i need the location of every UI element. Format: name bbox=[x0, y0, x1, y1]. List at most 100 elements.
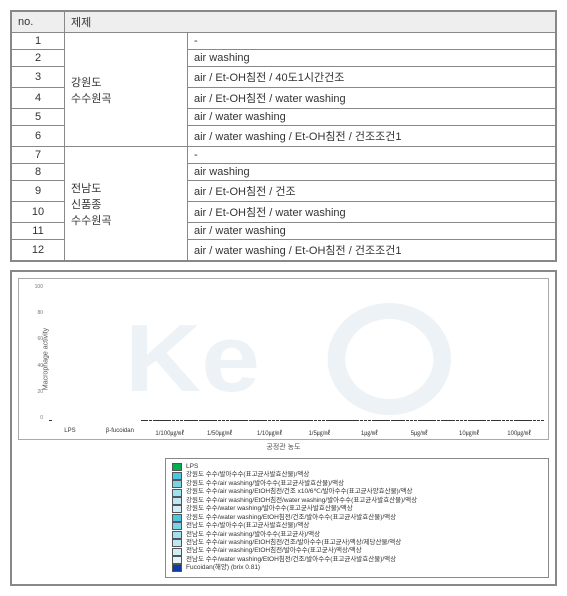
bar bbox=[537, 420, 540, 421]
bar bbox=[168, 420, 171, 421]
legend-text: 강원도 수수/water washing/발아수수(표고균사발효산물)/액상 bbox=[186, 505, 353, 513]
legend-swatch bbox=[172, 480, 182, 488]
bar bbox=[329, 420, 332, 421]
bar bbox=[245, 420, 248, 421]
bar bbox=[541, 420, 544, 421]
legend-text: 강원도 수수/water washing/EtOH침전/건조/발아수수(표고균사… bbox=[186, 514, 396, 522]
bar bbox=[406, 420, 409, 421]
bar bbox=[468, 420, 471, 421]
bar bbox=[344, 420, 347, 421]
bar bbox=[360, 420, 363, 421]
cell-desc: air washing bbox=[188, 164, 557, 181]
bar bbox=[410, 420, 413, 421]
bar bbox=[368, 420, 371, 421]
cell-desc: air / water washing bbox=[188, 109, 557, 126]
bar bbox=[517, 420, 520, 421]
bar bbox=[448, 420, 451, 421]
cell-no: 1 bbox=[11, 33, 65, 50]
cell-no: 8 bbox=[11, 164, 65, 181]
bar bbox=[525, 420, 528, 421]
bar bbox=[276, 420, 279, 421]
cell-no: 2 bbox=[11, 50, 65, 67]
bar bbox=[256, 420, 259, 421]
legend-swatch bbox=[172, 522, 182, 530]
legend-text: 강원도 수수/air washing/EtOH침전/water washing/… bbox=[186, 497, 417, 505]
legend-item: Fucoidan(해양) (brix 0.81) bbox=[172, 564, 542, 572]
x-tick-label: 5㎍/㎖ bbox=[394, 428, 444, 437]
bar-group bbox=[45, 420, 95, 421]
bar-group bbox=[394, 420, 444, 421]
y-tick: 0 bbox=[21, 416, 43, 421]
bar bbox=[283, 420, 286, 421]
cell-desc: air / Et-OH침전 / water washing bbox=[188, 202, 557, 223]
table-body: 1강원도 수수원곡-2air washing3air / Et-OH침전 / 4… bbox=[11, 33, 556, 262]
legend-swatch bbox=[172, 505, 182, 513]
bar bbox=[394, 420, 397, 421]
bar bbox=[514, 420, 517, 421]
cell-desc: air washing bbox=[188, 50, 557, 67]
bar bbox=[471, 420, 474, 421]
bar bbox=[322, 420, 325, 421]
bar bbox=[302, 420, 305, 421]
x-tick-label: 10㎍/㎖ bbox=[444, 428, 494, 437]
legend-text: 전남도 수수/air washing/EtOH침전/발아수수(표고균사)액상/액… bbox=[186, 547, 362, 555]
chart-area: Ke Macrophage activity 100806040200 LPSβ… bbox=[18, 278, 549, 440]
bar-group bbox=[145, 420, 195, 421]
cell-no: 7 bbox=[11, 147, 65, 164]
bars-wrap bbox=[45, 285, 544, 421]
y-tick: 100 bbox=[21, 285, 43, 290]
bar bbox=[202, 420, 205, 421]
bar bbox=[379, 420, 382, 421]
bar bbox=[356, 420, 359, 421]
bar bbox=[272, 420, 275, 421]
bar bbox=[433, 420, 436, 421]
bar bbox=[348, 420, 351, 421]
bar bbox=[479, 420, 482, 421]
cell-desc: - bbox=[188, 33, 557, 50]
bar bbox=[210, 420, 213, 421]
bar bbox=[398, 420, 401, 421]
cell-desc: air / water washing / Et-OH침전 / 건조조건1 bbox=[188, 240, 557, 262]
cell-no: 5 bbox=[11, 109, 65, 126]
bar bbox=[172, 420, 175, 421]
bar bbox=[233, 420, 236, 421]
cell-no: 12 bbox=[11, 240, 65, 262]
bar bbox=[180, 420, 183, 421]
bar bbox=[337, 420, 340, 421]
bar bbox=[483, 420, 486, 421]
bar bbox=[326, 420, 329, 421]
cell-no: 4 bbox=[11, 88, 65, 109]
y-tick: 20 bbox=[21, 390, 43, 395]
cell-group: 전남도 신품종 수수원곡 bbox=[65, 147, 188, 262]
bar bbox=[475, 420, 478, 421]
bar bbox=[387, 420, 390, 421]
legend-item: 강원도 수수/air washing/EtOH침전/건조 x10/6℃/발아수수… bbox=[172, 488, 542, 496]
bar bbox=[145, 420, 148, 421]
x-tick-label: 1㎍/㎖ bbox=[344, 428, 394, 437]
legend-swatch bbox=[172, 548, 182, 556]
chart-container: Ke Macrophage activity 100806040200 LPSβ… bbox=[10, 270, 557, 586]
bar bbox=[184, 420, 187, 421]
legend-swatch bbox=[172, 564, 182, 572]
bar bbox=[206, 420, 209, 421]
bar bbox=[214, 420, 217, 421]
cell-no: 6 bbox=[11, 126, 65, 147]
bar bbox=[156, 420, 159, 421]
legend-swatch bbox=[172, 472, 182, 480]
legend-swatch bbox=[172, 539, 182, 547]
legend-swatch bbox=[172, 556, 182, 564]
cell-no: 9 bbox=[11, 181, 65, 202]
legend-item: 전남도 수수/air washing/EtOH침전/발아수수(표고균사)액상/액… bbox=[172, 547, 542, 555]
legend-swatch bbox=[172, 531, 182, 539]
cell-no: 11 bbox=[11, 223, 65, 240]
bar bbox=[195, 420, 198, 421]
cell-desc: air / water washing / Et-OH침전 / 건조조건1 bbox=[188, 126, 557, 147]
legend-item: 강원도 수수/air washing/EtOH침전/water washing/… bbox=[172, 497, 542, 505]
bar bbox=[306, 420, 309, 421]
x-tick-label: 1/10㎍/㎖ bbox=[245, 428, 295, 437]
cell-no: 3 bbox=[11, 67, 65, 88]
bar bbox=[199, 420, 202, 421]
x-tick-label: 1/50㎍/㎖ bbox=[195, 428, 245, 437]
bar bbox=[364, 420, 367, 421]
bar bbox=[494, 420, 497, 421]
